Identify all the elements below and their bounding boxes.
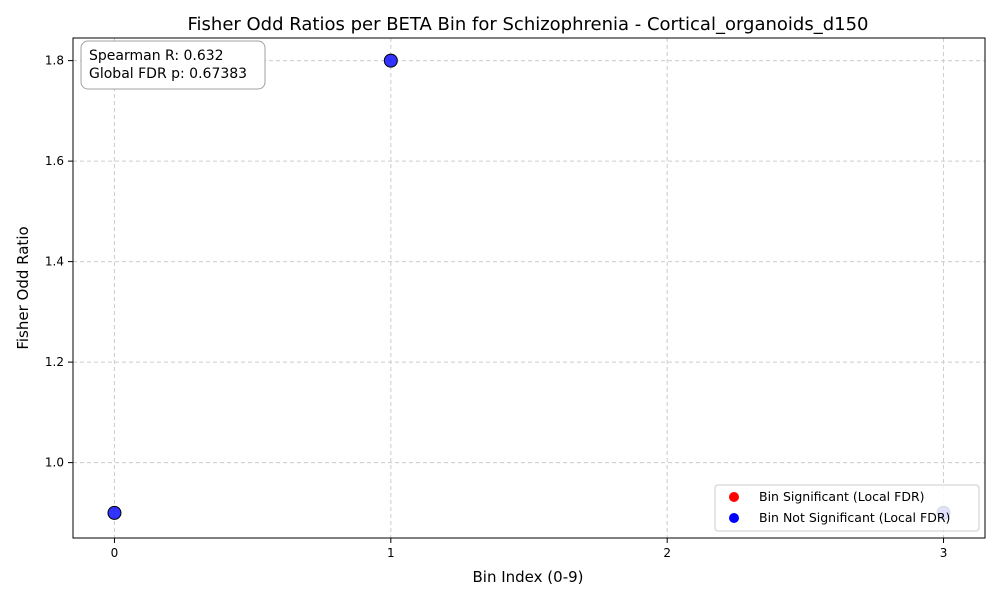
- x-axis-ticks: 0 1 2 3: [111, 538, 948, 560]
- legend-marker-significant: [729, 492, 739, 502]
- data-points: [107, 53, 951, 520]
- legend-box: [714, 484, 980, 532]
- stats-box: [80, 40, 266, 90]
- legend-label-significant: Bin Significant (Local FDR): [759, 489, 925, 504]
- x-tick-label: 3: [940, 546, 948, 560]
- x-tick-label: 2: [663, 546, 671, 560]
- y-tick-label: 1.2: [45, 355, 64, 369]
- stats-annotation: Spearman R: 0.632 Global FDR p: 0.67383: [80, 40, 266, 90]
- y-tick-label: 1.8: [45, 54, 64, 68]
- x-tick-label: 1: [387, 546, 395, 560]
- y-axis-label: Fisher Odd Ratio: [14, 226, 32, 349]
- x-tick-label: 0: [111, 546, 119, 560]
- plot-frame: [72, 37, 986, 539]
- y-tick-label: 1.4: [45, 255, 64, 269]
- grid-lines: [73, 38, 985, 538]
- stats-fdr: Global FDR p: 0.67383: [89, 66, 247, 82]
- y-tick-label: 1.0: [45, 456, 64, 470]
- data-point: [107, 505, 122, 520]
- data-point: [383, 53, 398, 68]
- legend-label-not-significant: Bin Not Significant (Local FDR): [759, 510, 950, 525]
- stats-spearman: Spearman R: 0.632: [89, 48, 224, 64]
- chart-title: Fisher Odd Ratios per BETA Bin for Schiz…: [187, 14, 868, 35]
- legend: Bin Significant (Local FDR) Bin Not Sign…: [714, 484, 980, 532]
- y-axis-ticks: 1.0 1.2 1.4 1.6 1.8: [45, 54, 73, 470]
- y-tick-label: 1.6: [45, 154, 64, 168]
- legend-marker-not-significant: [729, 513, 739, 523]
- x-axis-label: Bin Index (0-9): [473, 568, 584, 586]
